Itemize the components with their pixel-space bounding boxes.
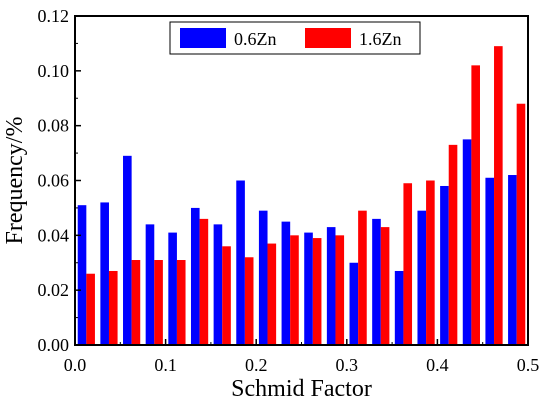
- bar-0.6Zn-4: [168, 232, 177, 345]
- bar-1.6Zn-19: [516, 103, 526, 345]
- x-tick-label: 0.0: [64, 355, 87, 375]
- bar-1.6Zn-15: [426, 180, 435, 345]
- bar-1.6Zn-7: [244, 257, 254, 345]
- bar-0.6Zn-16: [440, 185, 449, 345]
- y-tick-label: 0.10: [38, 61, 70, 81]
- bar-1.6Zn-3: [154, 260, 163, 345]
- bar-1.6Zn-0: [86, 273, 95, 345]
- y-axis-label: Frequency/%: [2, 117, 28, 245]
- legend-label-0.6Zn: 0.6Zn: [234, 29, 277, 49]
- bar-1.6Zn-10: [312, 238, 322, 345]
- bar-0.6Zn-19: [508, 175, 517, 345]
- bar-1.6Zn-4: [176, 260, 186, 345]
- x-axis-label: Schmid Factor: [231, 376, 372, 402]
- bar-1.6Zn-11: [335, 235, 345, 345]
- bar-1.6Zn-14: [403, 183, 413, 345]
- bar-0.6Zn-10: [304, 232, 313, 345]
- legend-swatch-1.6Zn: [305, 28, 351, 48]
- bar-0.6Zn-15: [417, 210, 427, 345]
- x-tick-label: 0.1: [154, 355, 177, 375]
- y-tick-label: 0.00: [38, 335, 70, 355]
- x-tick-label: 0.5: [517, 355, 540, 375]
- bar-1.6Zn-13: [380, 227, 390, 345]
- bar-0.6Zn-18: [485, 177, 495, 345]
- y-tick-label: 0.12: [38, 6, 70, 26]
- bar-0.6Zn-14: [394, 270, 404, 345]
- bar-0.6Zn-5: [190, 207, 200, 345]
- bar-0.6Zn-6: [213, 224, 223, 345]
- bar-1.6Zn-9: [290, 235, 299, 345]
- bar-1.6Zn-8: [267, 243, 277, 345]
- y-tick-label: 0.02: [38, 280, 70, 300]
- bar-1.6Zn-1: [108, 270, 118, 345]
- bar-0.6Zn-0: [77, 205, 87, 345]
- bar-0.6Zn-7: [236, 180, 245, 345]
- bar-1.6Zn-17: [471, 65, 480, 345]
- bar-0.6Zn-3: [145, 224, 155, 345]
- bar-1.6Zn-6: [222, 246, 231, 345]
- ticks-layer: 0.0 0.1 0.2 0.3 0.4 0.5 0.00 0.02 0.04 0.06 0.08 0.…: [38, 6, 540, 375]
- x-tick-label: 0.4: [426, 355, 449, 375]
- plot-frame: [74, 15, 529, 346]
- y-tick-label: 0.04: [38, 225, 70, 245]
- bars-layer: [77, 46, 526, 346]
- legend-label-1.6Zn: 1.6Zn: [359, 29, 402, 49]
- x-tick-label: 0.3: [336, 355, 359, 375]
- bar-0.6Zn-1: [100, 202, 109, 345]
- bar-1.6Zn-12: [358, 210, 367, 345]
- bar-0.6Zn-17: [462, 139, 472, 346]
- bar-0.6Zn-8: [258, 210, 268, 345]
- bar-1.6Zn-2: [131, 260, 141, 345]
- x-tick-label: 0.2: [245, 355, 268, 375]
- legend: 0.6Zn 1.6Zn: [169, 21, 421, 55]
- bar-0.6Zn-2: [123, 155, 132, 345]
- legend-swatch-0.6Zn: [180, 28, 226, 48]
- y-tick-label: 0.08: [38, 116, 70, 136]
- bar-0.6Zn-9: [281, 221, 291, 346]
- bar-1.6Zn-18: [494, 46, 503, 345]
- bar-0.6Zn-13: [372, 218, 381, 345]
- y-tick-label: 0.06: [38, 171, 70, 191]
- bar-1.6Zn-16: [448, 144, 458, 345]
- bar-0.6Zn-11: [326, 227, 336, 345]
- bar-0.6Zn-12: [349, 262, 359, 345]
- bar-1.6Zn-5: [199, 218, 209, 345]
